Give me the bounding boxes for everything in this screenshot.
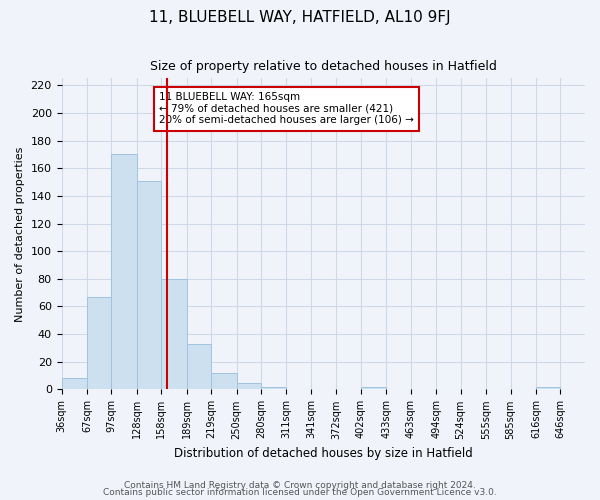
Bar <box>261 386 286 390</box>
Text: 11, BLUEBELL WAY, HATFIELD, AL10 9FJ: 11, BLUEBELL WAY, HATFIELD, AL10 9FJ <box>149 10 451 25</box>
Title: Size of property relative to detached houses in Hatfield: Size of property relative to detached ho… <box>150 60 497 73</box>
Bar <box>137 180 161 390</box>
Bar <box>62 378 87 390</box>
Bar <box>211 373 236 390</box>
Text: Contains public sector information licensed under the Open Government Licence v3: Contains public sector information licen… <box>103 488 497 497</box>
Bar <box>112 154 137 390</box>
Bar <box>87 297 112 390</box>
Bar <box>161 279 187 390</box>
Text: 11 BLUEBELL WAY: 165sqm
← 79% of detached houses are smaller (421)
20% of semi-d: 11 BLUEBELL WAY: 165sqm ← 79% of detache… <box>159 92 414 126</box>
X-axis label: Distribution of detached houses by size in Hatfield: Distribution of detached houses by size … <box>174 447 473 460</box>
Bar <box>236 382 261 390</box>
Y-axis label: Number of detached properties: Number of detached properties <box>15 146 25 322</box>
Text: Contains HM Land Registry data © Crown copyright and database right 2024.: Contains HM Land Registry data © Crown c… <box>124 480 476 490</box>
Bar <box>536 386 560 390</box>
Bar <box>361 386 386 390</box>
Bar <box>187 344 211 390</box>
